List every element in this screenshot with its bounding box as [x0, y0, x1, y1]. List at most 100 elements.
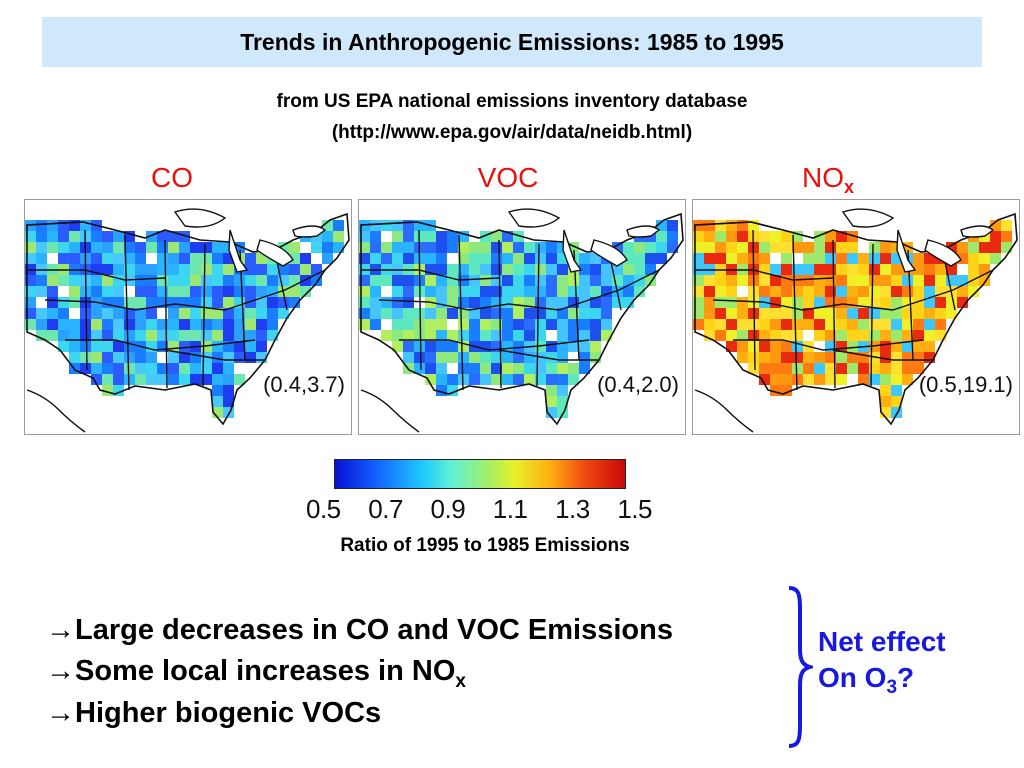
map-cell — [913, 319, 924, 330]
map-cell — [179, 275, 190, 286]
map-cell — [579, 275, 590, 286]
map-cell — [91, 308, 102, 319]
map-cell — [201, 275, 212, 286]
map-cell — [36, 242, 47, 253]
map-cell — [759, 341, 770, 352]
map-cell — [913, 330, 924, 341]
map-cell — [869, 297, 880, 308]
map-cell — [168, 363, 179, 374]
map-cell — [157, 242, 168, 253]
map-cell — [157, 231, 168, 242]
state-boundary — [832, 349, 933, 361]
map-cell — [759, 242, 770, 253]
map-cell — [858, 242, 869, 253]
map-cell — [781, 341, 792, 352]
map-cell — [113, 341, 124, 352]
map-cell — [792, 275, 803, 286]
map-cell — [168, 308, 179, 319]
map-cell — [814, 352, 825, 363]
map-cell — [836, 253, 847, 264]
map-cell — [535, 253, 546, 264]
map-cell — [568, 275, 579, 286]
map-cell — [370, 330, 381, 341]
map-cell — [858, 275, 869, 286]
map-cell — [579, 308, 590, 319]
map-cell — [781, 385, 792, 396]
map-cell — [880, 385, 891, 396]
map-cell — [157, 308, 168, 319]
map-label-voc-text: VOC — [477, 162, 539, 193]
map-cell — [726, 308, 737, 319]
map-cell — [370, 242, 381, 253]
map-cell — [491, 330, 502, 341]
map-cell — [190, 286, 201, 297]
map-cell — [157, 264, 168, 275]
map-cell — [502, 286, 513, 297]
map-cell — [590, 286, 601, 297]
map-cell — [902, 352, 913, 363]
map-cell — [623, 242, 634, 253]
map-cell — [737, 253, 748, 264]
map-cell — [759, 308, 770, 319]
map-cell — [737, 319, 748, 330]
map-cell — [25, 286, 36, 297]
map-cell — [957, 242, 968, 253]
map-cell — [693, 242, 704, 253]
map-cell — [781, 330, 792, 341]
map-cell — [814, 363, 825, 374]
map-cell — [212, 396, 223, 407]
map-cell — [425, 231, 436, 242]
map-cell — [113, 352, 124, 363]
map-cell — [58, 297, 69, 308]
map-cell — [491, 308, 502, 319]
map-cell — [58, 308, 69, 319]
map-cell — [113, 286, 124, 297]
map-cell — [124, 264, 135, 275]
map-cell — [289, 286, 300, 297]
map-cell — [814, 275, 825, 286]
map-cell — [425, 253, 436, 264]
map-cell — [146, 242, 157, 253]
map-cell — [146, 264, 157, 275]
map-cell — [436, 319, 447, 330]
map-cell — [491, 297, 502, 308]
map-cell — [223, 297, 234, 308]
map-cell — [693, 231, 704, 242]
map-cell — [392, 297, 403, 308]
map-cell — [590, 330, 601, 341]
map-cell — [557, 308, 568, 319]
map-cell — [557, 341, 568, 352]
map-cell — [737, 297, 748, 308]
map-cell — [436, 308, 447, 319]
net-effect-line2-text: On O — [818, 662, 887, 693]
map-cell — [381, 297, 392, 308]
map-cell — [546, 297, 557, 308]
map-cell — [902, 374, 913, 385]
map-cell — [546, 341, 557, 352]
map-cell — [546, 242, 557, 253]
map-cell — [278, 297, 289, 308]
state-boundary — [498, 239, 502, 389]
map-cell — [113, 385, 124, 396]
map-cell — [425, 242, 436, 253]
map-cell — [392, 330, 403, 341]
map-cell — [469, 319, 480, 330]
map-cell — [300, 242, 311, 253]
map-cell — [524, 242, 535, 253]
map-cell — [212, 242, 223, 253]
map-cell — [880, 330, 891, 341]
map-cell — [58, 275, 69, 286]
map-label-co-text: CO — [151, 162, 193, 193]
map-cell — [924, 352, 935, 363]
map-cell — [157, 286, 168, 297]
map-cell — [47, 242, 58, 253]
map-cell — [891, 352, 902, 363]
map-cell — [924, 330, 935, 341]
map-cell — [891, 275, 902, 286]
map-cell — [715, 231, 726, 242]
map-cell — [113, 330, 124, 341]
map-cell — [403, 242, 414, 253]
lake-shape — [173, 208, 227, 228]
map-cell — [311, 275, 322, 286]
map-cell — [403, 330, 414, 341]
